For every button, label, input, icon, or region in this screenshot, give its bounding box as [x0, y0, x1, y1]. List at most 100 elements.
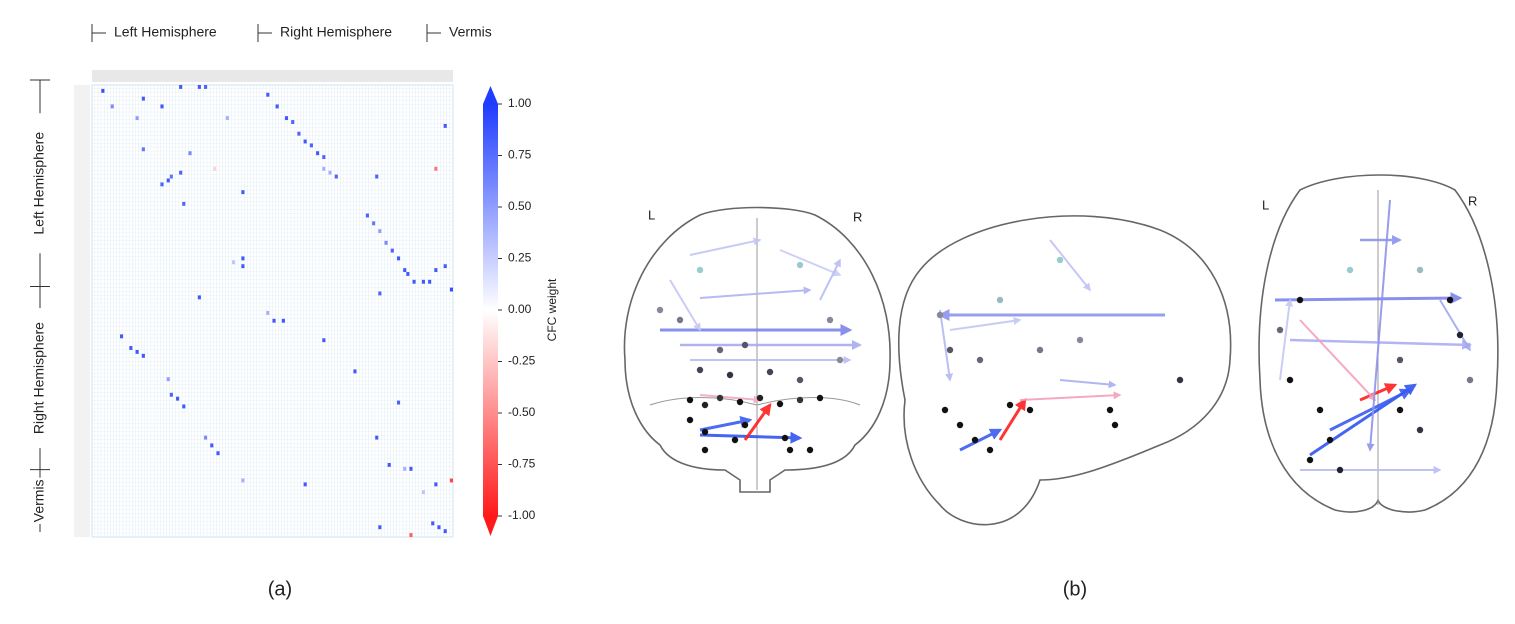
heatmap-cell	[204, 85, 208, 89]
heatmap-cell	[431, 521, 435, 526]
heatmap-cell	[437, 525, 441, 530]
heatmap-cell	[188, 151, 192, 156]
heatmap-cell	[390, 248, 394, 253]
heatmap-cell	[135, 349, 139, 354]
colorbar-tick-label: 1.00	[508, 96, 532, 110]
heatmap-cell	[409, 466, 413, 471]
node	[1006, 401, 1014, 409]
heatmap-cell	[378, 229, 382, 234]
heatmap-cell	[328, 170, 332, 175]
heatmap-cell	[443, 264, 447, 269]
node	[1396, 406, 1404, 414]
node	[696, 266, 704, 274]
connection	[1359, 383, 1398, 402]
heatmap-cell	[387, 462, 391, 467]
connection	[1439, 299, 1471, 352]
heatmap-cell	[428, 279, 432, 284]
colorbar-tick-label: 0.50	[508, 199, 532, 213]
connection	[998, 397, 1027, 441]
node	[756, 394, 764, 402]
heatmap-cell	[434, 482, 438, 487]
node	[736, 398, 744, 406]
group-label: Vermis	[449, 24, 492, 40]
heatmap-cell	[384, 240, 388, 245]
node	[701, 428, 709, 436]
heatmap-cell	[281, 318, 285, 323]
heatmap-cell	[316, 151, 320, 156]
node	[726, 371, 734, 379]
node	[1446, 296, 1454, 304]
connection	[689, 237, 762, 256]
node	[806, 446, 814, 454]
heatmap-cell	[169, 392, 173, 397]
heatmap-cell	[160, 182, 164, 187]
colorbar-tick-label: -0.75	[508, 457, 536, 471]
node	[1276, 326, 1284, 334]
node	[1306, 456, 1314, 464]
heatmap-cell	[406, 272, 410, 276]
heatmap-cell	[403, 466, 407, 471]
node	[1296, 296, 1304, 304]
node	[1416, 426, 1424, 434]
node	[1026, 406, 1034, 414]
node	[1176, 376, 1184, 384]
group-label: Right Hemisphere	[280, 24, 392, 40]
connection	[939, 309, 954, 382]
group-label: Right Hemisphere	[31, 322, 47, 434]
group-brackets: Left Hemisphere Left Hemisphere Right Hemi…	[30, 24, 492, 532]
colorbar-tick-label: -0.25	[508, 354, 536, 368]
heatmap-cell	[232, 260, 236, 265]
heatmap-cell	[322, 166, 326, 171]
heatmap-cell	[303, 139, 307, 144]
heatmap-cell	[375, 435, 379, 440]
heatmap-cell	[129, 346, 133, 350]
heatmap-cell	[225, 116, 229, 121]
node	[1466, 376, 1474, 384]
connection	[1279, 298, 1294, 381]
connection	[1289, 338, 1472, 350]
heatmap-cell	[241, 478, 245, 483]
heatmap-cell	[322, 338, 326, 343]
node	[776, 400, 784, 408]
connection	[949, 316, 1022, 331]
node	[971, 436, 979, 444]
node	[1396, 356, 1404, 364]
heatmap-cell	[378, 525, 382, 530]
heatmap-cell	[141, 353, 145, 358]
node	[1076, 336, 1084, 344]
connection	[1329, 388, 1413, 432]
heatmap-cell	[284, 116, 289, 121]
group-label: Left Hemisphere	[114, 24, 217, 40]
heatmap-cell	[409, 533, 413, 537]
node	[836, 356, 844, 364]
colorbar-extension	[483, 86, 498, 104]
heatmap-cell	[160, 104, 164, 109]
heatmap-cell	[322, 155, 326, 160]
node	[796, 376, 804, 384]
heatmap-cell	[375, 174, 379, 179]
node	[796, 261, 804, 269]
heatmap-cell	[241, 190, 245, 195]
node	[996, 296, 1004, 304]
heatmap-cell	[434, 166, 438, 171]
heatmap-cell	[434, 268, 438, 273]
heatmap-cell	[166, 178, 170, 183]
heatmap-cell	[443, 529, 447, 534]
heatmap-cell	[135, 116, 139, 121]
heatmap-cell	[182, 404, 186, 409]
heatmap-cell	[179, 85, 183, 89]
heatmap-cell	[334, 174, 338, 179]
heatmap-cell	[372, 221, 376, 226]
heatmap-cell	[412, 279, 416, 284]
heatmap-cell	[291, 120, 295, 124]
view-left-label: L	[648, 207, 655, 222]
connection	[699, 415, 753, 432]
heatmap-cell	[396, 256, 401, 261]
colorbar-tick-label: -1.00	[508, 508, 536, 522]
colorbar-tick-label: -0.50	[508, 405, 536, 419]
connection	[779, 249, 842, 277]
connection	[959, 428, 1003, 452]
heatmap-cell	[396, 400, 401, 405]
node	[786, 446, 794, 454]
heatmap	[101, 85, 453, 537]
